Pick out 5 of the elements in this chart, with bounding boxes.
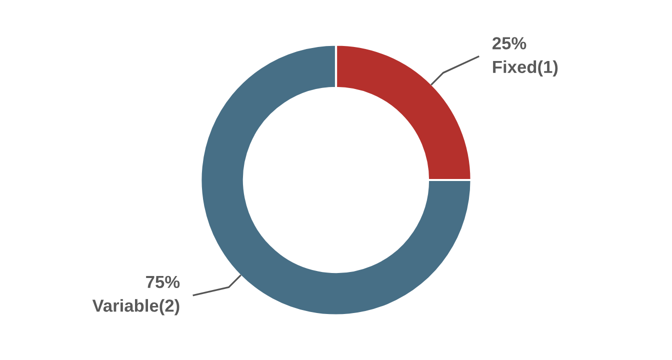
donut-slice (200, 44, 472, 316)
data-label: 25% (492, 37, 526, 50)
slice-label: Fixed(1) (493, 60, 558, 77)
slice-label: Variable(2) (92, 299, 180, 316)
data-label: 75% (146, 276, 180, 288)
